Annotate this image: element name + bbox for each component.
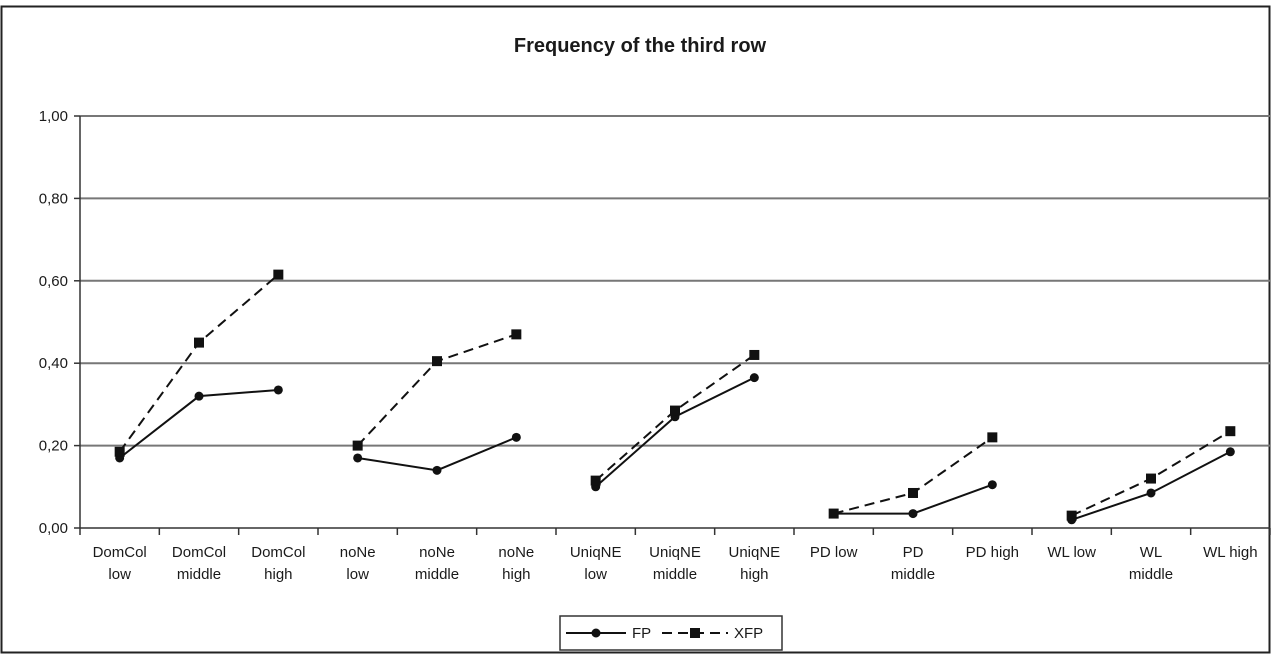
data-point-fp	[432, 465, 442, 475]
x-tick-label: WL low	[1047, 544, 1096, 561]
x-tick-label: noNe middle	[415, 544, 459, 583]
y-tick-label: 0,00	[39, 520, 68, 537]
data-point-fp	[908, 509, 918, 519]
y-tick-label: 0,40	[39, 355, 68, 372]
series-fp	[115, 373, 1235, 525]
legend: FP XFP	[559, 615, 783, 651]
y-tick-label: 0,80	[39, 190, 68, 207]
x-tick-labels: DomCol low DomCol middle DomCol high noNe low no…	[93, 544, 1258, 583]
y-tick-label: 0,20	[39, 438, 68, 455]
y-tick-label: 1,00	[39, 108, 68, 125]
axes	[74, 115, 1271, 535]
data-point-xfp	[273, 269, 284, 280]
x-tick-label: UniqNE high	[728, 544, 780, 583]
x-tick-label: noNe low	[340, 544, 376, 583]
x-tick-label: PD high	[966, 544, 1019, 561]
data-point-fp	[273, 385, 283, 395]
x-tick-label: PD low	[810, 544, 858, 561]
x-tick-label: DomCol high	[251, 544, 305, 583]
data-point-xfp	[511, 329, 522, 340]
gridlines	[80, 115, 1270, 447]
x-tick-label: UniqNE low	[570, 544, 622, 583]
data-point-xfp	[194, 337, 204, 348]
data-point-fp	[1225, 447, 1235, 457]
data-point-xfp	[432, 356, 442, 367]
x-tick-label: PD middle	[891, 544, 935, 583]
legend-marker	[591, 628, 601, 638]
series-xfp	[114, 269, 1236, 521]
x-tick-label: noNe high	[498, 544, 534, 583]
data-point-xfp	[908, 487, 918, 498]
data-point-fp	[194, 391, 204, 401]
data-point-xfp	[828, 508, 839, 519]
legend-label: XFP	[734, 625, 763, 642]
data-point-fp	[511, 432, 521, 442]
data-point-xfp	[114, 446, 125, 457]
x-tick-label: DomCol low	[93, 544, 147, 583]
y-tick-labels: 0,00 0,20 0,40 0,60 0,80 1,00	[39, 108, 68, 537]
data-point-fp	[987, 480, 997, 490]
y-tick-label: 0,60	[39, 273, 68, 290]
data-point-xfp	[749, 349, 760, 360]
data-point-fp	[749, 373, 759, 383]
data-point-xfp	[987, 432, 998, 443]
data-point-xfp	[352, 440, 363, 451]
x-tick-label: DomCol middle	[172, 544, 226, 583]
series	[114, 269, 1236, 525]
x-tick-label: UniqNE middle	[649, 544, 701, 583]
legend-entry-fp: FP	[566, 625, 651, 642]
legend-entry-xfp: XFP	[662, 625, 763, 642]
data-point-xfp	[590, 475, 601, 486]
data-point-xfp	[1066, 510, 1077, 521]
data-point-xfp	[670, 405, 680, 416]
data-point-fp	[353, 453, 363, 463]
data-point-xfp	[1225, 426, 1236, 437]
legend-marker	[690, 628, 700, 638]
data-point-fp	[1146, 488, 1156, 498]
chart-title: Frequency of the third row	[514, 35, 767, 57]
x-tick-label: WL middle	[1129, 544, 1173, 583]
x-tick-label: WL high	[1203, 544, 1257, 561]
legend-label: FP	[632, 625, 651, 642]
data-point-xfp	[1146, 473, 1156, 484]
